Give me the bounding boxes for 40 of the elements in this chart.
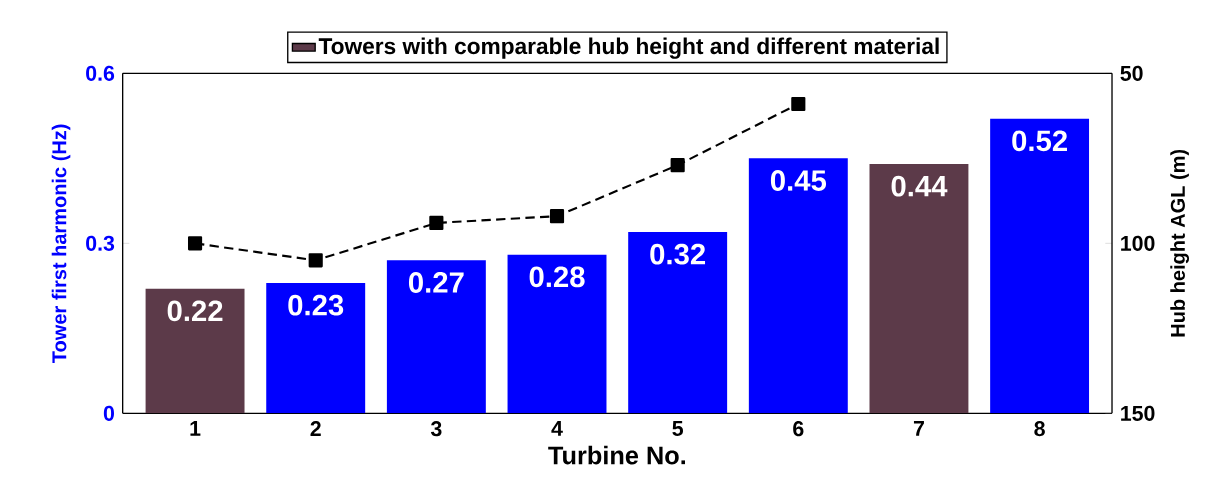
x-tick-label: 3 [430, 421, 442, 437]
y2-tick-label: 50 [1120, 65, 1143, 82]
y2-tick-label: 100 [1121, 235, 1155, 252]
bar [507, 254, 607, 414]
x-tick-label: 4 [551, 421, 563, 436]
data-label: 0.45 [770, 170, 827, 192]
data-label: 0.32 [650, 243, 706, 265]
bar [386, 260, 486, 414]
data-label: 0.44 [891, 175, 948, 197]
y-tick-label: 0.3 [86, 235, 115, 252]
point [670, 158, 685, 173]
bar [990, 118, 1090, 414]
x-tick-label: 5 [672, 421, 683, 437]
data-label: 0.23 [288, 294, 344, 316]
point [549, 209, 565, 224]
y-tick-label: 0.6 [86, 65, 115, 82]
bar [266, 283, 366, 414]
legend-label: Towers with comparable hub height and different material [318, 37, 939, 59]
data-label: 0.27 [408, 272, 464, 294]
point [187, 236, 203, 251]
bar [145, 288, 245, 414]
bar [628, 232, 728, 414]
x-tick-label: 2 [310, 421, 321, 437]
y-axis-title: Tower first harmonic (Hz) [51, 124, 71, 364]
x-tick-label: 1 [190, 421, 201, 436]
bar [869, 164, 969, 414]
y-tick-label: 0 [103, 405, 114, 422]
x-tick-label: 7 [913, 421, 924, 436]
y2-tick-label: 150 [1121, 405, 1155, 422]
point [791, 97, 806, 112]
bar [748, 158, 848, 414]
x-tick-label: 6 [793, 421, 804, 437]
point [308, 253, 323, 268]
data-label: 0.52 [1012, 130, 1067, 152]
data-label: 0.28 [529, 266, 585, 288]
x-tick-label: 8 [1034, 421, 1045, 437]
point [429, 216, 444, 231]
data-label: 0.22 [167, 300, 223, 322]
y2-axis-title: Hub height AGL (m) [1170, 150, 1190, 337]
x-axis-title: Turbine No. [548, 445, 686, 465]
